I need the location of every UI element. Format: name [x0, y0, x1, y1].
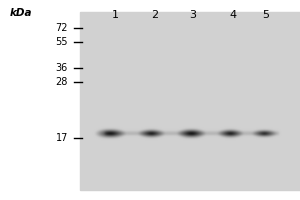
Bar [80, 12, 300, 190]
Text: 28: 28 [56, 77, 68, 87]
Text: 5: 5 [262, 10, 269, 20]
Text: 72: 72 [56, 23, 68, 33]
Text: 2: 2 [152, 10, 159, 20]
Text: 3: 3 [190, 10, 196, 20]
Text: 55: 55 [56, 37, 68, 47]
Text: 36: 36 [56, 63, 68, 73]
Text: 1: 1 [112, 10, 118, 20]
Bar [0, 0, 78, 200]
Text: 4: 4 [230, 10, 237, 20]
Text: kDa: kDa [10, 8, 32, 18]
Text: 17: 17 [56, 133, 68, 143]
